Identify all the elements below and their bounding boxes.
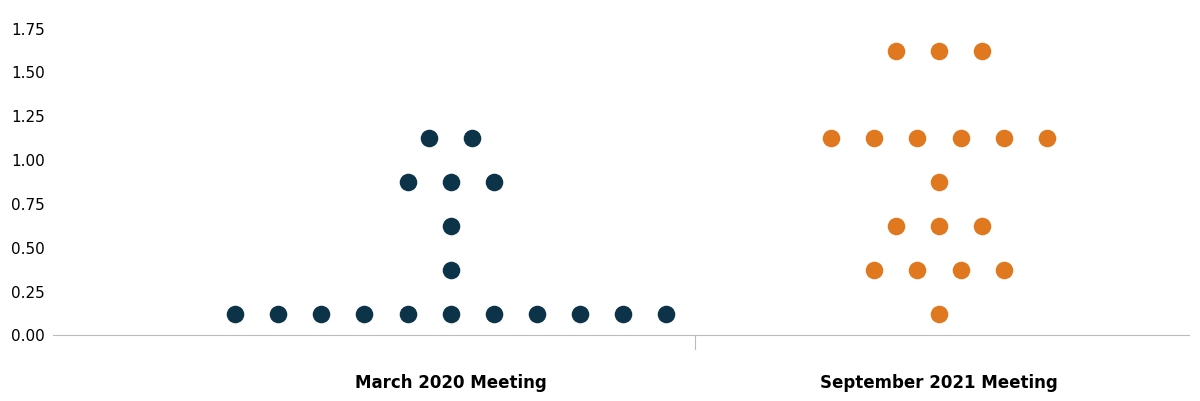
Point [994,267,1013,273]
Point [865,135,884,142]
Point [442,310,461,317]
Point [656,310,676,317]
Point [994,135,1013,142]
Point [930,310,949,317]
Point [398,310,418,317]
Point [952,135,971,142]
Point [1037,135,1056,142]
Point [528,310,547,317]
Point [485,179,504,185]
Point [613,310,632,317]
Point [887,223,906,229]
Point [226,310,245,317]
Text: September 2021 Meeting: September 2021 Meeting [820,374,1058,392]
Point [570,310,589,317]
Point [312,310,331,317]
Text: March 2020 Meeting: March 2020 Meeting [355,374,546,392]
Point [887,47,906,54]
Point [865,267,884,273]
Point [908,135,928,142]
Point [442,179,461,185]
Point [485,310,504,317]
Point [355,310,374,317]
Point [972,223,991,229]
Point [822,135,841,142]
Point [952,267,971,273]
Point [420,135,439,142]
Point [930,223,949,229]
Point [908,267,928,273]
Point [442,223,461,229]
Point [930,179,949,185]
Point [463,135,482,142]
Point [442,267,461,273]
Point [930,47,949,54]
Point [269,310,288,317]
Point [972,47,991,54]
Point [398,179,418,185]
